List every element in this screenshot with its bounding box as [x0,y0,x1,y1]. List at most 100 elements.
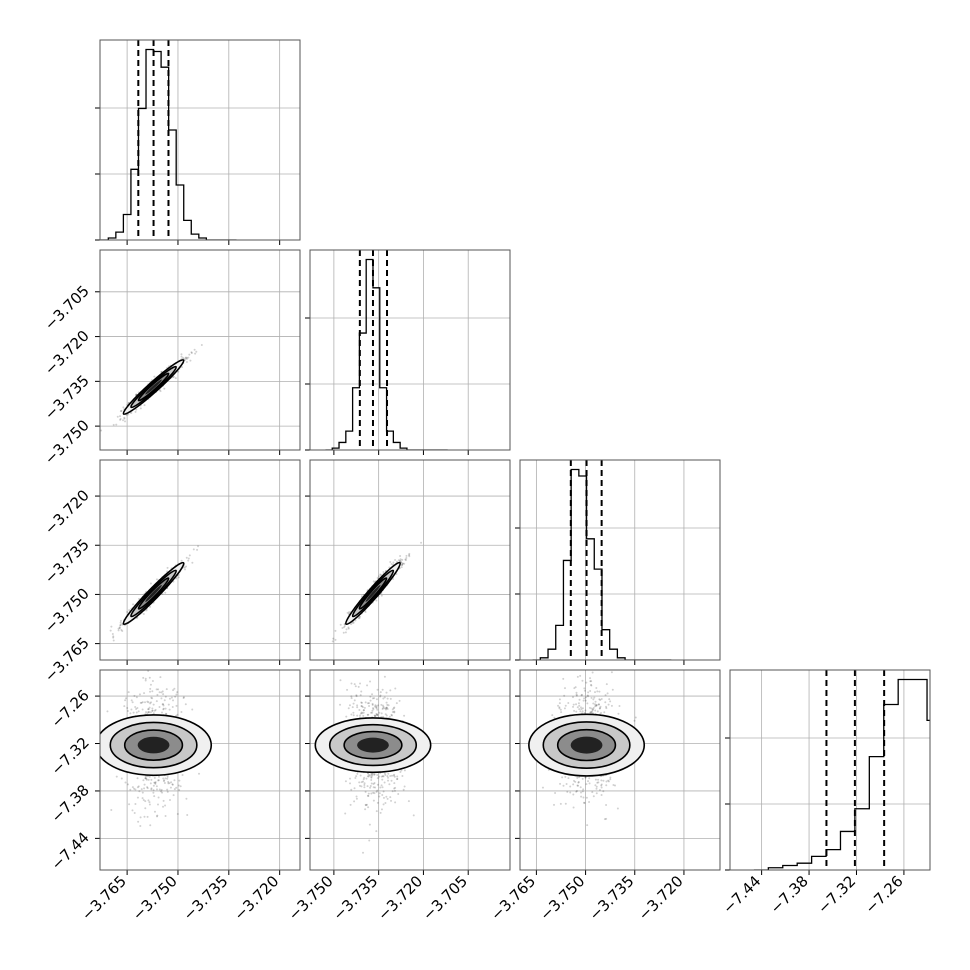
sample-point [123,417,126,420]
sample-point [136,706,139,709]
sample-point [168,697,171,700]
sample-point [115,423,118,426]
sample-point [345,715,348,718]
sample-point [559,708,562,711]
x-tick-label: −3.720 [231,872,283,924]
sample-point [149,690,152,693]
sample-point [408,555,411,558]
sample-point [171,705,174,708]
sample-point [157,688,160,691]
sample-point [584,699,587,702]
sample-point [598,690,601,693]
sample-point [392,707,395,710]
sample-point [397,559,400,562]
sample-point [374,704,377,707]
sample-point [133,787,136,790]
sample-point [164,695,167,698]
sample-point [147,708,150,711]
sample-point [374,715,377,718]
sample-point [128,803,131,806]
sample-point [385,701,388,704]
y-tick-label: −3.765 [41,634,93,686]
sample-point [381,704,384,707]
sample-point [375,830,378,833]
sample-point [153,709,156,712]
x-tick-label: −7.44 [719,872,764,917]
sample-point [157,779,160,782]
sample-point [160,691,163,694]
sample-point [400,769,403,772]
sample-point [134,705,137,708]
sample-point [179,785,182,788]
sample-point [354,619,357,622]
sample-point [370,778,373,781]
y-tick-label: −7.44 [48,828,93,873]
sample-point [350,697,353,700]
sample-point [393,710,396,713]
sample-point [585,681,588,684]
sample-point [558,707,561,710]
density-layer [528,661,646,827]
sample-point [363,782,366,785]
sample-point [359,615,362,618]
sample-point [370,773,373,776]
sample-point [595,792,598,795]
sample-point [581,693,584,696]
sample-point [119,621,122,624]
sample-point [580,791,583,794]
sample-point [339,679,342,682]
sample-point [174,695,177,698]
sample-point [598,698,601,701]
sample-point [576,706,579,709]
x-tick-label: −3.735 [586,872,638,924]
sample-point [403,769,406,772]
sample-point [373,781,376,784]
sample-point [149,582,152,585]
sample-point [185,556,188,559]
sample-point [405,556,408,559]
sample-point [382,705,385,708]
sample-point [596,710,599,713]
sample-point [603,818,606,821]
sample-point [578,776,581,779]
sample-point [200,344,203,347]
panel-frame [519,669,721,871]
sample-point [119,415,122,418]
sample-point [149,605,152,608]
sample-point [155,688,158,691]
sample-point [551,714,554,717]
sample-point [133,811,136,814]
sample-point [581,710,584,713]
sample-point [366,713,369,716]
sample-point [136,777,139,780]
sample-point [375,599,378,602]
sample-point [599,705,602,708]
sample-point [161,791,164,794]
sample-point [585,783,588,786]
sample-point [378,775,381,778]
sample-point [350,713,353,716]
sample-point [334,629,337,632]
sample-point [165,688,168,691]
sample-point [142,779,145,782]
sample-point [367,713,370,716]
sample-point [607,779,610,782]
sample-point [122,419,125,422]
sample-point [559,661,561,663]
sample-point [583,801,586,804]
sample-point [187,356,190,359]
sample-point [382,803,385,806]
sample-point [376,789,379,792]
sample-point [144,711,147,714]
sample-point [143,815,146,818]
sample-point [112,636,115,639]
sample-point [376,777,379,780]
sample-point [148,706,151,709]
sample-point [362,851,365,854]
sample-point [387,704,390,707]
sample-point [153,375,156,378]
sample-point [368,705,371,708]
sample-point [399,770,402,773]
sample-point [177,576,180,579]
sample-point [180,559,183,562]
